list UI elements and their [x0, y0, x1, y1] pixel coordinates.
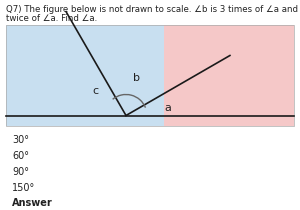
Text: a: a: [164, 104, 171, 113]
Text: Q7) The figure below is not drawn to scale. ∠b is 3 times of ∠a and ∠c is: Q7) The figure below is not drawn to sca…: [6, 5, 300, 14]
Text: Answer: Answer: [12, 198, 53, 209]
Text: b: b: [133, 73, 140, 83]
Text: c: c: [93, 86, 99, 96]
Text: 30°: 30°: [12, 135, 29, 146]
Polygon shape: [6, 25, 164, 126]
Text: 90°: 90°: [12, 167, 29, 177]
Text: twice of ∠a. Find ∠a.: twice of ∠a. Find ∠a.: [6, 14, 97, 23]
Text: 60°: 60°: [12, 151, 29, 161]
Text: 150°: 150°: [12, 183, 35, 193]
Polygon shape: [164, 25, 294, 126]
